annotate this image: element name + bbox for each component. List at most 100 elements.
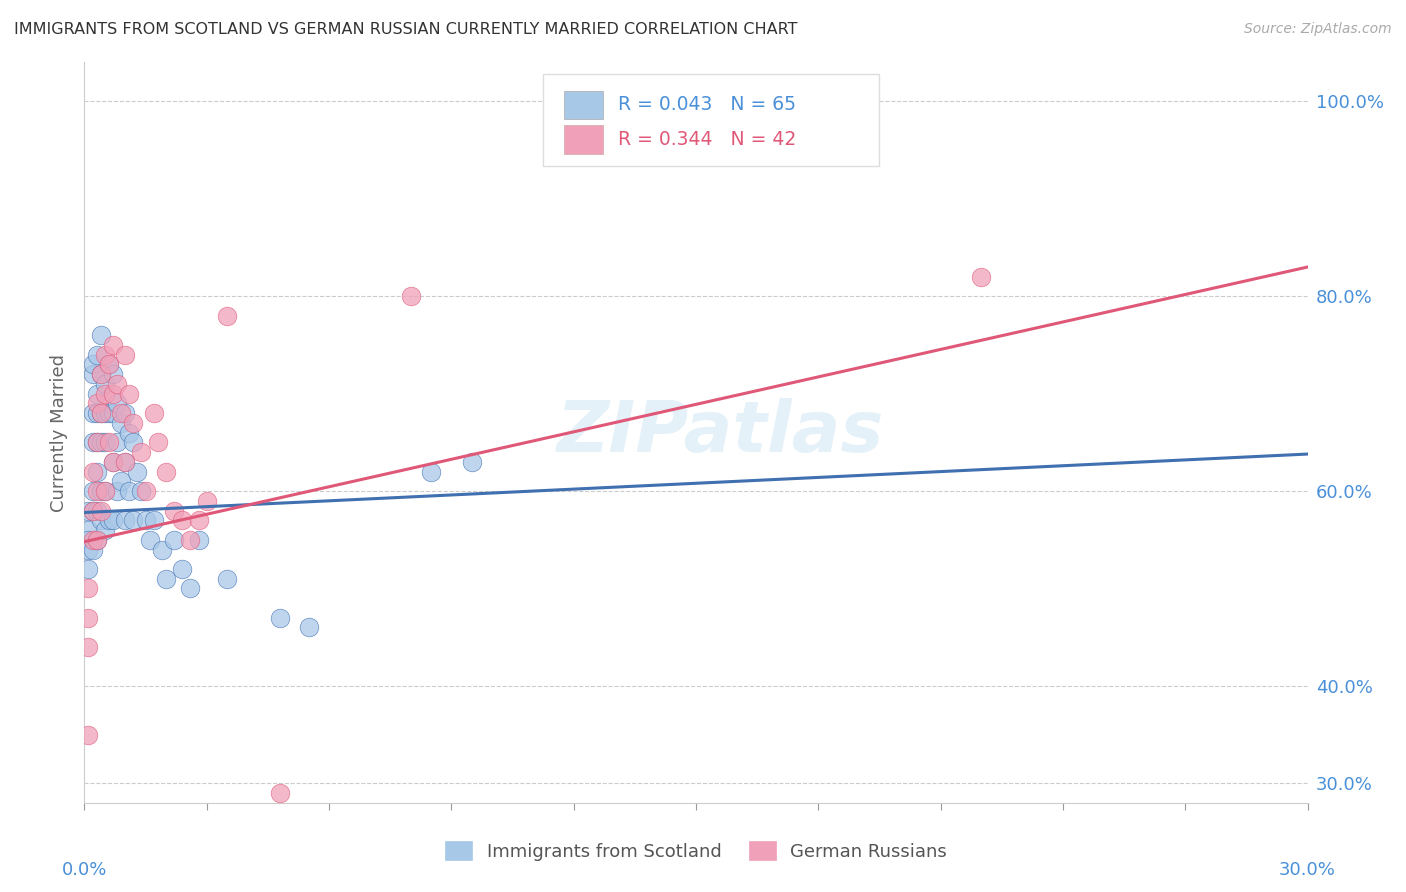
Point: [298, 620, 321, 634]
FancyBboxPatch shape: [564, 91, 603, 119]
Point: [118, 484, 141, 499]
Point: [122, 513, 145, 527]
Point: [101, 386, 124, 401]
Point: [86, 396, 108, 410]
Point: [135, 484, 157, 499]
Point: [138, 533, 160, 547]
Point: [187, 533, 209, 547]
Point: [77, 562, 100, 576]
Point: [77, 503, 100, 517]
Point: [93, 376, 115, 391]
Point: [90, 513, 112, 527]
Point: [217, 309, 239, 323]
Point: [82, 533, 104, 547]
Point: [110, 416, 132, 430]
Point: [90, 406, 112, 420]
Point: [399, 289, 422, 303]
Point: [82, 367, 104, 381]
Point: [142, 406, 165, 420]
Point: [127, 465, 149, 479]
Point: [82, 358, 104, 372]
Point: [77, 582, 100, 596]
Point: [97, 513, 120, 527]
Point: [93, 435, 115, 450]
Point: [93, 484, 115, 499]
Point: [131, 445, 153, 459]
Point: [77, 640, 100, 654]
Text: ZIPatlas: ZIPatlas: [557, 398, 884, 467]
Text: R = 0.344   N = 42: R = 0.344 N = 42: [617, 130, 796, 149]
Point: [97, 358, 120, 372]
Point: [114, 455, 136, 469]
Point: [131, 484, 153, 499]
Point: [135, 513, 157, 527]
Point: [195, 493, 218, 508]
Text: R = 0.043   N = 65: R = 0.043 N = 65: [617, 95, 796, 114]
Point: [105, 396, 128, 410]
Point: [461, 455, 484, 469]
Point: [97, 435, 120, 450]
Point: [172, 562, 194, 576]
Point: [179, 582, 201, 596]
Point: [93, 406, 115, 420]
Y-axis label: Currently Married: Currently Married: [49, 353, 67, 512]
Text: 0.0%: 0.0%: [62, 862, 107, 880]
Point: [101, 455, 124, 469]
Point: [93, 386, 115, 401]
Point: [122, 435, 145, 450]
Point: [86, 465, 108, 479]
Point: [77, 611, 100, 625]
Point: [82, 465, 104, 479]
Point: [93, 484, 115, 499]
Point: [86, 435, 108, 450]
Point: [101, 513, 124, 527]
Point: [105, 435, 128, 450]
Point: [420, 465, 443, 479]
Point: [217, 572, 239, 586]
Text: IMMIGRANTS FROM SCOTLAND VS GERMAN RUSSIAN CURRENTLY MARRIED CORRELATION CHART: IMMIGRANTS FROM SCOTLAND VS GERMAN RUSSI…: [14, 22, 797, 37]
Point: [146, 435, 169, 450]
Point: [82, 406, 104, 420]
Point: [105, 376, 128, 391]
FancyBboxPatch shape: [543, 73, 880, 166]
Point: [101, 367, 124, 381]
Point: [179, 533, 201, 547]
Point: [90, 406, 112, 420]
Point: [155, 465, 177, 479]
Point: [90, 435, 112, 450]
Point: [82, 503, 104, 517]
Point: [150, 542, 173, 557]
Point: [269, 786, 291, 800]
Point: [90, 484, 112, 499]
Point: [82, 435, 104, 450]
Point: [93, 523, 115, 537]
Point: [86, 484, 108, 499]
Point: [101, 406, 124, 420]
Legend: Immigrants from Scotland, German Russians: Immigrants from Scotland, German Russian…: [437, 834, 955, 868]
Point: [90, 367, 112, 381]
Point: [970, 269, 993, 284]
Point: [77, 533, 100, 547]
Text: Source: ZipAtlas.com: Source: ZipAtlas.com: [1244, 22, 1392, 37]
Point: [269, 611, 291, 625]
Point: [105, 484, 128, 499]
Point: [163, 503, 186, 517]
Point: [114, 406, 136, 420]
Point: [187, 513, 209, 527]
Point: [86, 503, 108, 517]
Point: [118, 425, 141, 440]
Point: [86, 406, 108, 420]
FancyBboxPatch shape: [564, 126, 603, 153]
Text: 30.0%: 30.0%: [1279, 862, 1336, 880]
Point: [114, 455, 136, 469]
Point: [114, 348, 136, 362]
Point: [82, 503, 104, 517]
Point: [86, 435, 108, 450]
Point: [110, 475, 132, 489]
Point: [142, 513, 165, 527]
Point: [101, 338, 124, 352]
Point: [97, 358, 120, 372]
Point: [163, 533, 186, 547]
Point: [90, 367, 112, 381]
Point: [155, 572, 177, 586]
